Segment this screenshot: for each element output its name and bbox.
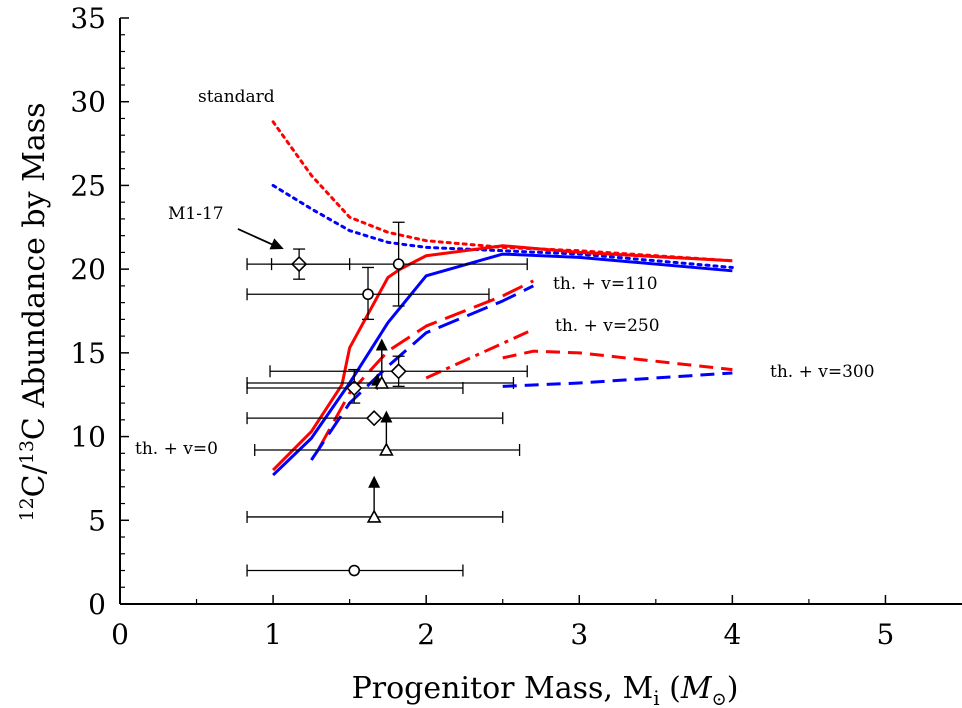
series-line bbox=[425, 328, 534, 380]
diamond-marker bbox=[346, 379, 363, 397]
y-tick-label: 25 bbox=[70, 169, 106, 202]
x-tick-label: 4 bbox=[723, 618, 741, 651]
series-line bbox=[271, 183, 734, 269]
series-line bbox=[272, 244, 733, 472]
series-layer bbox=[271, 120, 734, 477]
annotation-label: th. + v=110 bbox=[553, 274, 658, 294]
x-tick-label: 5 bbox=[877, 618, 895, 651]
triangle-marker bbox=[374, 375, 390, 389]
y-tick-label: 15 bbox=[70, 337, 106, 370]
series-line bbox=[271, 120, 734, 263]
annotation-arrow-line bbox=[237, 228, 277, 247]
annotation-arrow-head bbox=[269, 238, 284, 250]
triangle-marker bbox=[379, 442, 394, 456]
x-tick-label: 1 bbox=[264, 618, 282, 651]
annotation-label: th. + v=300 bbox=[770, 362, 875, 382]
circle-marker bbox=[348, 564, 361, 577]
annotation-label: M1-17 bbox=[168, 204, 224, 224]
triangle-marker bbox=[366, 509, 382, 523]
circle-marker bbox=[392, 258, 405, 270]
circle-marker bbox=[362, 288, 374, 301]
diamond-marker bbox=[365, 410, 383, 427]
axes-layer: 0 1 2 3 4 5 0 5 10 15 20 25 30 35 bbox=[70, 2, 962, 651]
lower-limit-marker bbox=[375, 338, 388, 351]
x-axis-title: Progenitor Mass, Mi (M⊙) bbox=[352, 671, 739, 708]
series-line bbox=[502, 371, 733, 388]
annotation-label: th. + v=250 bbox=[555, 316, 660, 336]
y-tick-label: 35 bbox=[70, 2, 106, 35]
x-tick-label: 3 bbox=[570, 618, 588, 651]
x-tick-label: 0 bbox=[111, 618, 129, 651]
y-tick-label: 0 bbox=[88, 588, 106, 621]
diamond-marker bbox=[390, 363, 407, 380]
observations-layer bbox=[246, 221, 528, 577]
series-line bbox=[502, 349, 733, 372]
annotation-label: th. + v=0 bbox=[135, 439, 218, 459]
series-line bbox=[317, 279, 535, 450]
y-tick-label: 10 bbox=[70, 421, 106, 454]
lower-limit-marker bbox=[368, 475, 381, 488]
x-tick-label: 2 bbox=[417, 618, 435, 651]
y-tick-label: 30 bbox=[70, 86, 106, 119]
y-axis-title: 12C/13C Abundance by Mass bbox=[16, 102, 52, 521]
lower-limit-marker bbox=[380, 410, 393, 423]
y-tick-label: 5 bbox=[88, 504, 106, 537]
series-line bbox=[272, 252, 733, 477]
annotation-label: standard bbox=[198, 87, 275, 107]
y-tick-label: 20 bbox=[70, 253, 106, 286]
annotations-layer: standard M1-17 th. + v=110 th. + v=250 th. +… bbox=[135, 87, 875, 459]
series-line bbox=[310, 284, 535, 461]
